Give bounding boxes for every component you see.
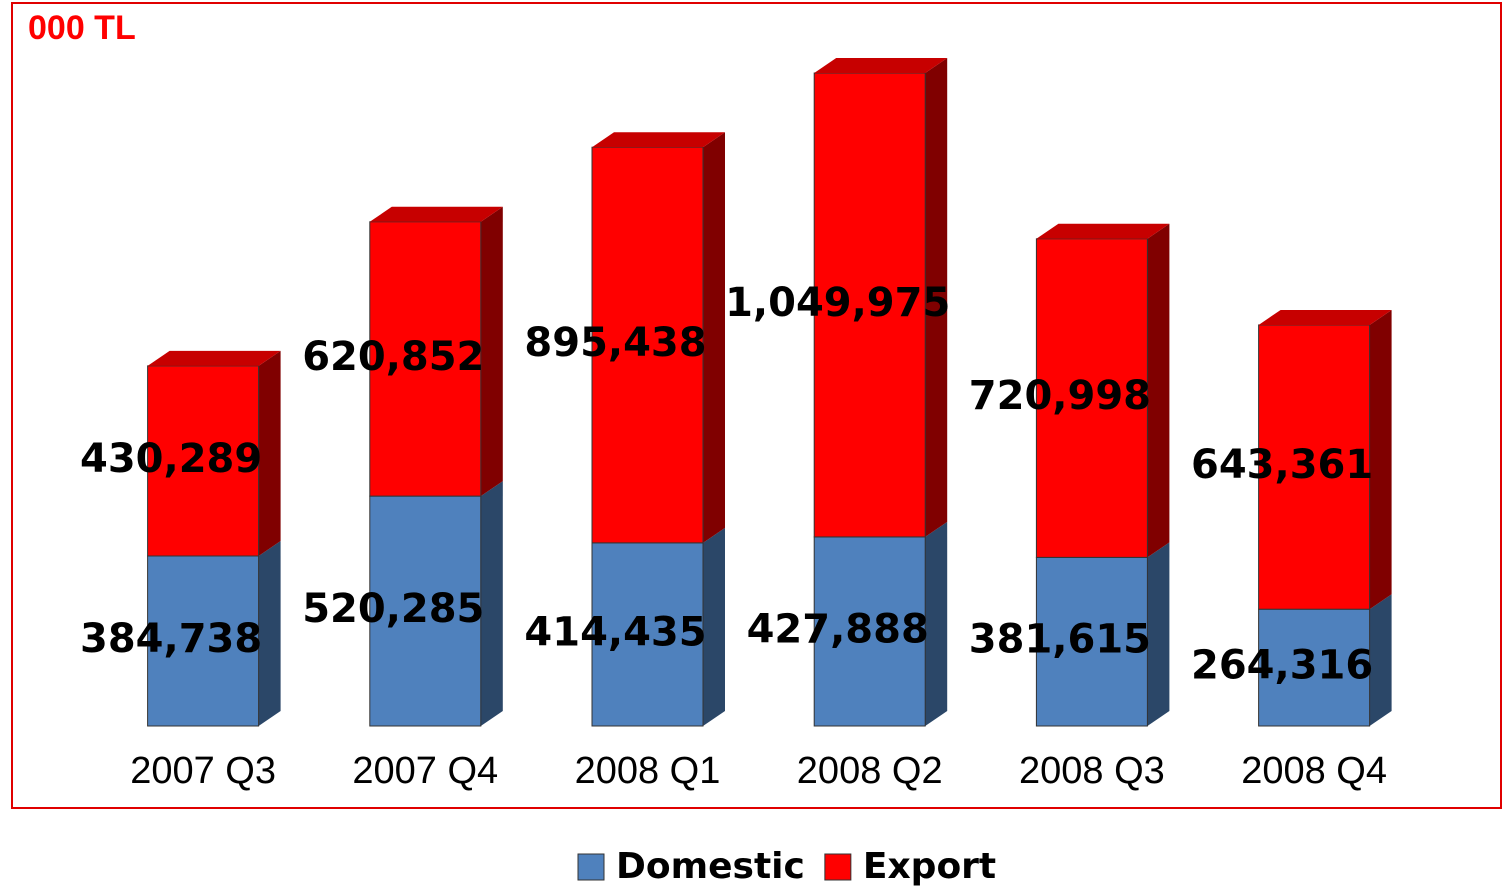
data-label: 720,998: [969, 373, 1151, 419]
x-tick-label: 2007 Q4: [352, 750, 498, 792]
bar: [147, 555, 260, 727]
bar-side: [925, 521, 948, 726]
data-label: 381,615: [969, 617, 1151, 663]
x-tick-label: 2008 Q2: [797, 750, 943, 792]
bar-top: [814, 58, 948, 73]
bar: [147, 365, 260, 557]
bar-side: [1369, 594, 1392, 726]
data-label: 620,852: [302, 334, 484, 380]
x-tick-label: 2008 Q3: [1019, 750, 1165, 792]
bar-side: [703, 527, 725, 726]
bar: [369, 221, 482, 497]
bar: [591, 146, 704, 544]
legend-label: Domestic: [616, 846, 805, 887]
bar: [1258, 608, 1371, 727]
bar-side: [1147, 542, 1170, 726]
legend-label: Export: [863, 846, 996, 887]
bar-side: [480, 206, 503, 497]
bar: [591, 542, 704, 727]
bar: [1258, 324, 1371, 610]
bar-top: [147, 350, 281, 366]
x-tick-label: 2008 Q4: [1241, 750, 1387, 792]
bar-side: [703, 132, 725, 543]
bar: [1035, 556, 1148, 727]
bar-side: [925, 58, 948, 537]
bar-top: [592, 132, 725, 148]
bar-side: [1147, 223, 1170, 558]
data-label: 520,285: [302, 586, 484, 632]
chart-title: 000 TL: [28, 9, 136, 47]
chart-frame: [11, 2, 1502, 809]
legend-swatch: [577, 853, 605, 881]
data-label: 430,289: [80, 436, 262, 482]
bar-top: [1258, 309, 1392, 325]
data-label: 264,316: [1191, 643, 1373, 689]
data-label: 895,438: [524, 320, 706, 366]
data-label: 643,361: [1191, 442, 1373, 488]
legend-swatch: [824, 853, 852, 881]
bar-top: [369, 206, 503, 222]
bar-side: [480, 481, 503, 726]
bar: [813, 536, 926, 727]
bar-top: [1036, 223, 1170, 239]
bar-side: [258, 350, 281, 557]
bar: [813, 72, 926, 538]
bar-side: [258, 541, 281, 726]
data-label: 414,435: [524, 609, 706, 655]
bar: [1035, 238, 1148, 558]
x-tick-label: 2007 Q3: [130, 750, 276, 792]
data-label: 384,738: [80, 616, 262, 662]
x-tick-label: 2008 Q1: [575, 750, 721, 792]
bar: [369, 495, 482, 727]
data-label: 1,049,975: [725, 280, 950, 326]
bar-side: [1369, 309, 1392, 610]
data-label: 427,888: [747, 606, 929, 652]
